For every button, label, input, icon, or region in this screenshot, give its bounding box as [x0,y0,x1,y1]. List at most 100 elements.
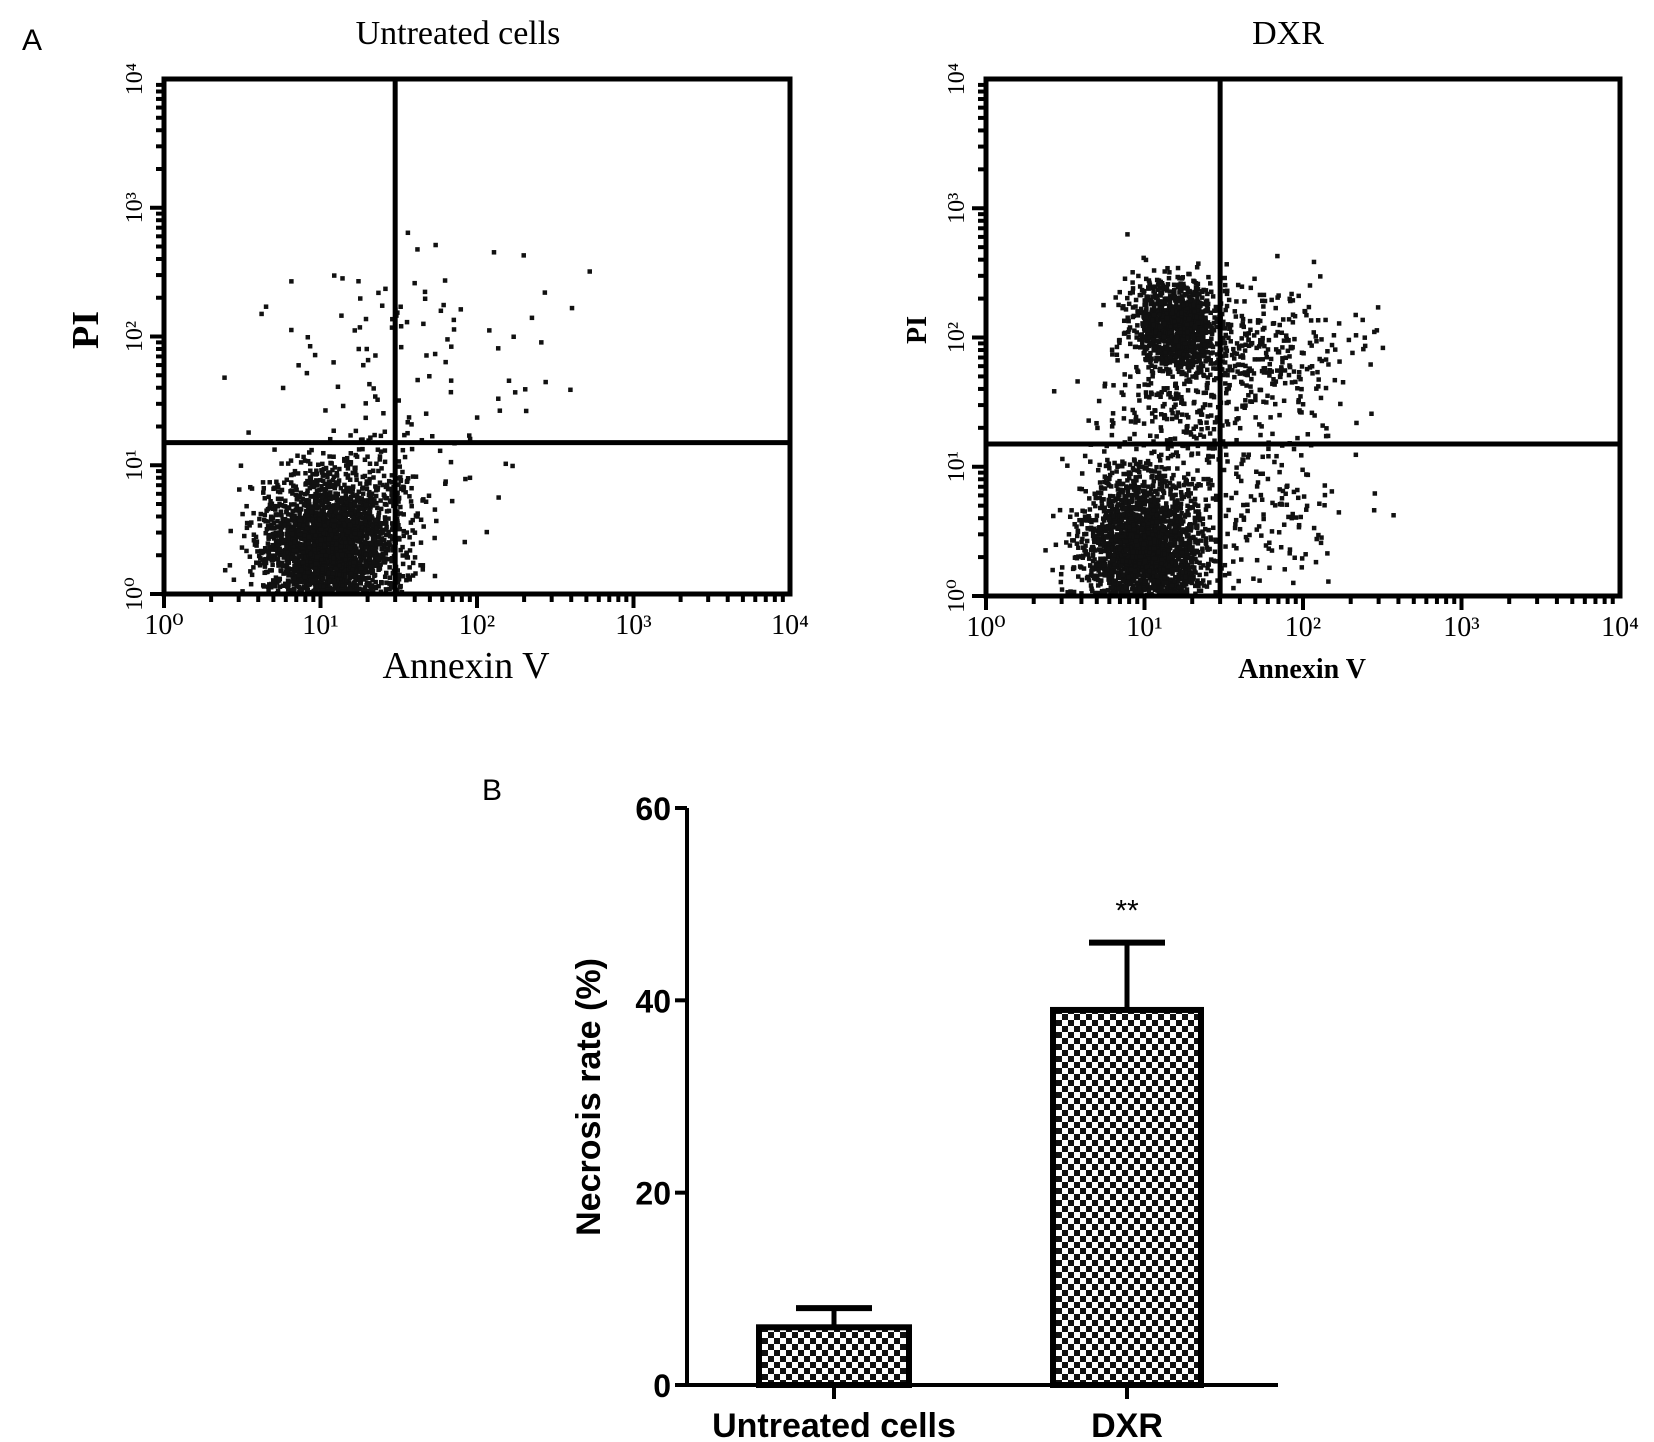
scatter1-point [317,517,322,523]
scatter1-point [376,290,381,296]
scatter1-point [359,552,364,557]
scatter2-point [1172,579,1177,584]
scatter2-point [1127,436,1133,442]
scatter1-point [357,561,362,567]
scatter2-point [1179,528,1185,534]
scatter1-point [387,533,393,539]
scatter1-point [331,474,337,479]
scatter1-point [289,518,295,523]
scatter2-point [1185,552,1191,558]
scatter1-point [278,527,284,533]
scatter1-point [372,528,378,533]
scatter1-point [262,512,268,518]
scatter2-point [1164,585,1169,591]
scatter2-point [1203,526,1208,532]
scatter1-point [342,573,348,579]
scatter2-point [1142,298,1148,303]
scatter1-point [227,563,233,568]
scatter2-point [1169,536,1175,542]
scatter2-point [1122,506,1128,511]
scatter1-point [276,539,281,544]
scatter1-point [336,526,341,531]
scatter1-point [410,474,416,479]
scatter2-point [1204,457,1210,463]
scatter1-point [285,578,291,583]
scatter2-point [1201,583,1207,588]
scatter1-point [415,514,420,519]
scatter2-point [1098,556,1103,562]
scatter1-point [261,485,267,491]
scatter2-point [1182,475,1187,480]
scatter1-point [318,527,324,532]
scatter1-point [387,486,392,492]
scatter1-point [413,571,418,576]
scatter1-point [382,521,387,526]
scatter2-point [1172,524,1178,530]
scatter1-point [285,550,290,555]
scatter1-point [379,536,385,541]
scatter1-point [376,539,382,544]
scatter2-point [1205,367,1210,373]
scatter1-point [338,510,344,516]
scatter1-point [249,486,255,491]
scatter2-point [1152,578,1158,584]
scatter2-point [1080,553,1086,559]
scatter1-point [366,492,372,498]
scatter2-point [1239,284,1245,289]
scatter1-point [272,579,277,584]
scatter1-point [289,555,294,561]
scatter1-point [410,573,416,578]
scatter1-point [330,506,335,511]
scatter2-point [1136,484,1142,490]
scatter2-point [1080,545,1086,550]
scatter1-point [410,517,415,523]
scatter1-point [413,474,419,479]
scatter1-point [360,525,365,530]
scatter2-point [1165,531,1170,537]
scatter2-point [1096,540,1101,546]
scatter1-point [398,304,403,309]
scatter2-point [1169,553,1175,559]
scatter1-point [378,449,384,454]
scatter2-point [1057,507,1063,513]
scatter1-point [350,484,356,489]
scatter2-point [1172,500,1177,506]
scatter1-point [348,460,354,465]
scatter1-point [336,541,341,546]
scatter1-point [350,520,356,525]
scatter1-point [381,530,386,535]
scatter2-point [1175,590,1180,596]
scatter1-point [301,552,307,558]
scatter2-point [1173,574,1178,580]
scatter1-point [434,518,439,524]
scatter2-point [1050,567,1055,573]
scatter2-point [1072,521,1077,527]
scatter1-point [269,533,275,538]
scatter1-point [367,509,373,515]
scatter1-point [336,478,342,483]
scatter2-point [1164,519,1170,524]
scatter1-point [363,401,368,406]
scatter1-point [404,577,409,583]
scatter2-point [1146,556,1151,561]
scatter1-point [300,545,306,551]
scatter1-point [410,560,416,566]
scatter2-point [1097,536,1102,542]
scatter1-point [292,544,298,549]
scatter2-point [1097,462,1102,468]
scatter1-point [333,491,338,496]
scatter2-point [1176,481,1182,486]
scatter2-point [1132,568,1138,574]
scatter1-point [378,520,384,526]
scatter2-point [1156,525,1162,531]
scatter2-point [1172,535,1178,541]
scatter1-point [267,502,273,508]
scatter2-point [1120,558,1125,564]
scatter1-point [289,528,294,533]
scatter2-point [1141,480,1147,486]
scatter2-point [1133,554,1138,560]
scatter2-point [1188,498,1194,504]
scatter1-point [304,587,310,593]
scatter2-point [1091,526,1097,532]
